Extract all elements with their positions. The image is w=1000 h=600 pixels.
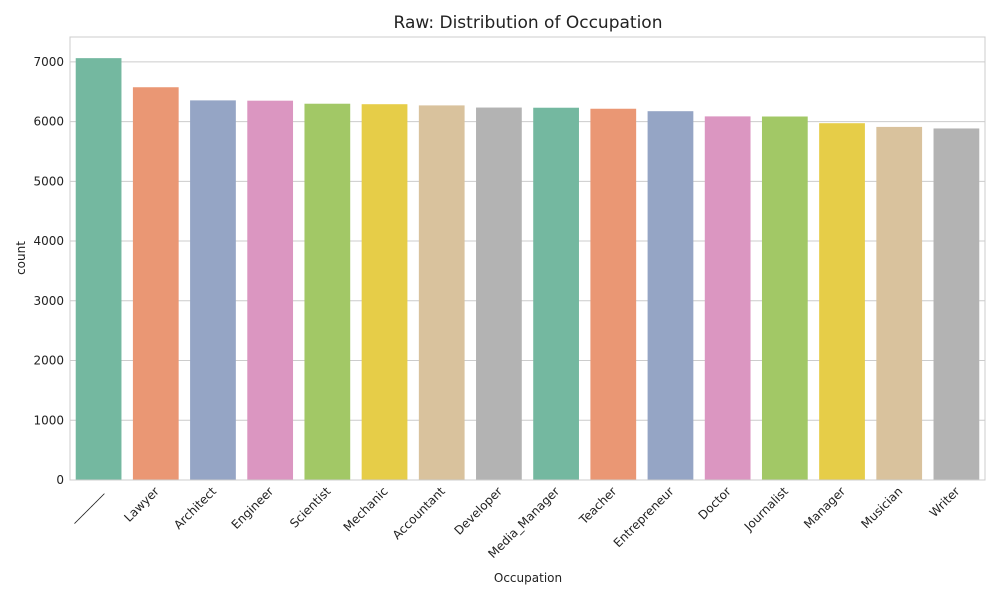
y-tick-label: 6000 — [33, 115, 64, 129]
bar-developer — [476, 107, 522, 481]
y-tick-label: 3000 — [33, 294, 64, 308]
bar-manager — [819, 123, 865, 481]
x-tick-label: Manager — [801, 484, 848, 531]
x-tick-label: Writer — [927, 484, 963, 520]
x-tick-label: Journalist — [741, 484, 791, 534]
y-tick-label: 7000 — [33, 55, 64, 69]
x-tick-label: Scientist — [287, 484, 334, 531]
x-tick-label: Engineer — [229, 484, 277, 532]
y-tick-label: 2000 — [33, 354, 64, 368]
bars — [75, 58, 980, 481]
bar-media-manager — [533, 107, 579, 480]
x-tick-label: Architect — [171, 484, 219, 532]
x-tick-label: Teacher — [576, 484, 620, 528]
x-tick-label: Doctor — [695, 484, 733, 522]
x-axis-label: Occupation — [494, 571, 562, 585]
y-tick-label: 4000 — [33, 234, 64, 248]
bar-lawyer — [132, 87, 179, 480]
x-tick-label: Accountant — [390, 484, 448, 542]
x-tick-label: Lawyer — [121, 484, 162, 525]
bar-musician — [876, 126, 923, 481]
bar-entrepreneur — [647, 111, 694, 481]
x-tick-label: Mechanic — [341, 484, 391, 534]
x-tick-label: _______ — [64, 484, 105, 525]
y-tick-label: 5000 — [33, 174, 64, 188]
chart-title: Raw: Distribution of Occupation — [394, 13, 663, 33]
y-tick-labels: 0 1000 2000 3000 4000 5000 6000 7000 — [33, 55, 64, 487]
bar-mechanic — [361, 104, 408, 480]
y-tick-label: 0 — [56, 473, 64, 487]
bar-teacher — [590, 108, 637, 480]
y-tick-label: 1000 — [33, 413, 64, 427]
bar-accountant — [418, 105, 465, 480]
x-tick-labels: _______ Lawyer Architect Engineer Scientist M… — [64, 484, 962, 562]
bar-doctor — [704, 116, 751, 480]
bar-journalist — [761, 116, 808, 480]
x-tick-label: Entrepreneur — [611, 484, 677, 550]
bar-scientist — [304, 103, 351, 480]
y-axis-label: count — [14, 241, 28, 275]
bar-writer — [933, 128, 980, 480]
bar-architect — [190, 100, 236, 481]
bar-unnamed — [75, 58, 122, 481]
plot-frame — [69, 36, 986, 481]
x-tick-label: Developer — [451, 484, 505, 538]
x-tick-label: Musician — [858, 484, 905, 531]
bar-engineer — [247, 100, 294, 481]
